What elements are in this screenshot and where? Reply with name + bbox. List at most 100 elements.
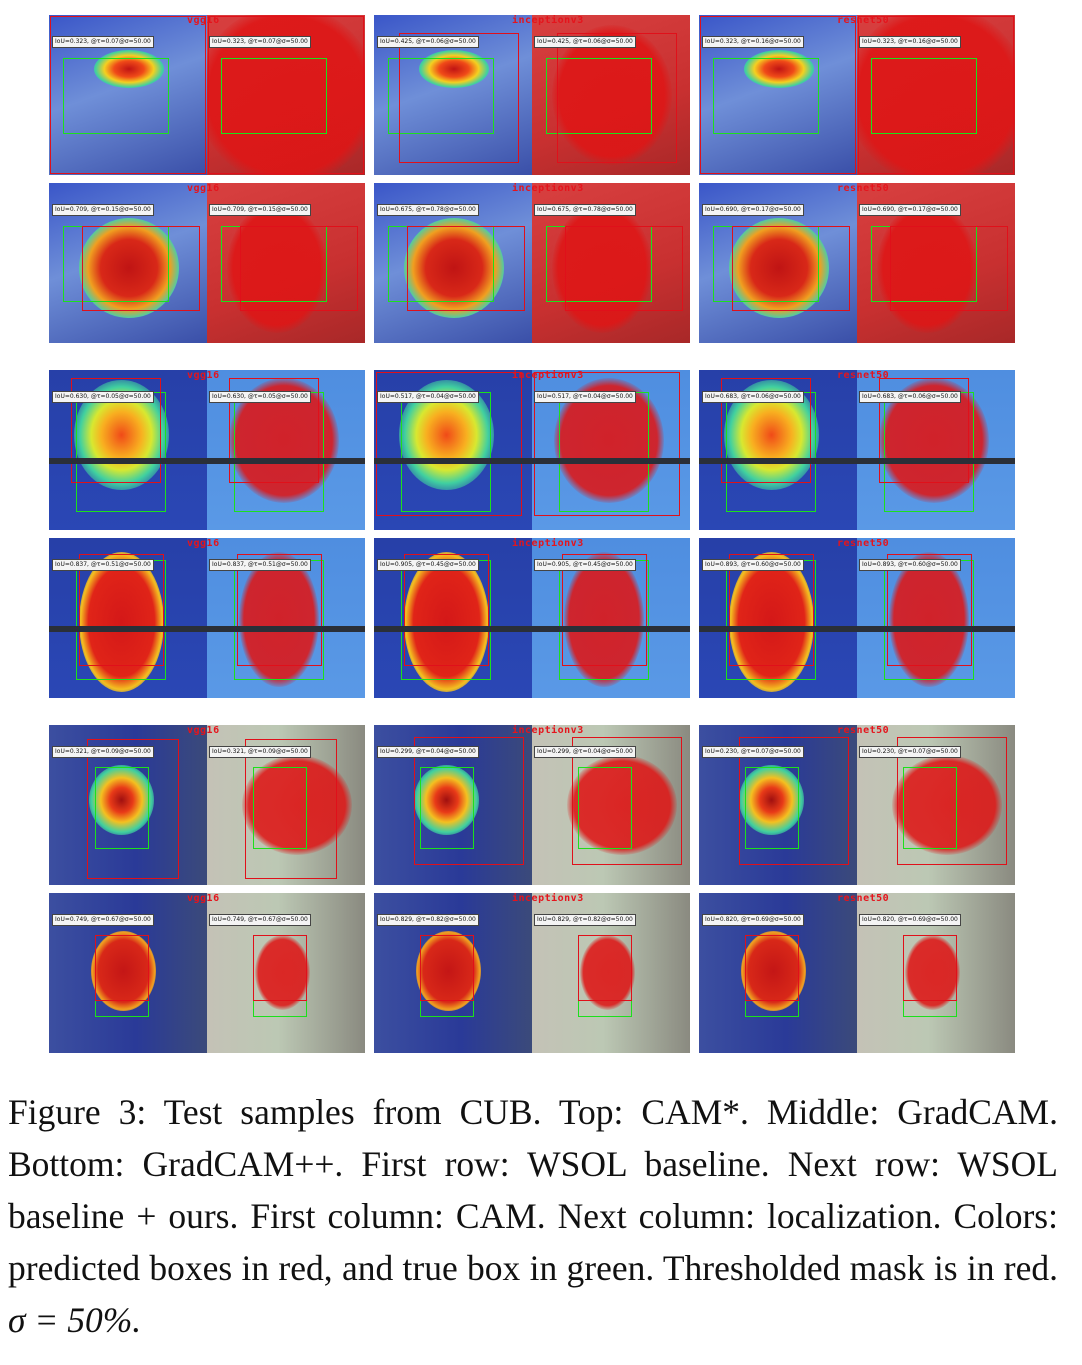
sample-panel: inceptionv3 IoU=0.905, @τ=0.45@σ=50.00 IoU… <box>374 538 690 698</box>
iou-label: IoU=0.837, @τ=0.51@σ=50.00 <box>52 559 154 571</box>
model-name-label: resnet50 <box>837 893 890 904</box>
activation-blob <box>89 765 154 835</box>
predicted-box <box>578 935 632 1001</box>
predicted-box <box>71 378 161 483</box>
activation-blob <box>404 552 489 692</box>
iou-label: IoU=0.517, @τ=0.04@σ=50.00 <box>534 391 636 403</box>
caption-text: Figure 3: Test samples from CUB. Top: CA… <box>8 1092 1058 1288</box>
predicted-box <box>557 33 677 163</box>
sample-panel: inceptionv3 IoU=0.829, @τ=0.82@σ=50.00 IoU… <box>374 893 690 1053</box>
iou-label: IoU=0.905, @τ=0.45@σ=50.00 <box>534 559 636 571</box>
perch-branch <box>699 458 1015 464</box>
activation-blob <box>79 552 164 692</box>
threshold-mask <box>552 203 652 333</box>
predicted-box <box>414 737 524 865</box>
activation-blob <box>416 931 481 1011</box>
threshold-mask <box>580 935 635 1010</box>
predicted-box <box>745 935 799 1001</box>
activation-blob <box>729 552 814 692</box>
true-box <box>95 767 149 849</box>
iou-label: IoU=0.675, @τ=0.78@σ=50.00 <box>534 204 636 216</box>
predicted-box <box>95 935 149 1001</box>
iou-label: IoU=0.299, @τ=0.04@σ=50.00 <box>377 746 479 758</box>
threshold-mask <box>905 935 960 1010</box>
model-name-label: resnet50 <box>837 370 890 381</box>
model-name-label: resnet50 <box>837 538 890 549</box>
threshold-mask <box>564 552 644 687</box>
iou-label: IoU=0.683, @τ=0.06@σ=50.00 <box>859 391 961 403</box>
predicted-box <box>229 378 319 483</box>
predicted-box <box>858 16 1014 174</box>
predicted-box <box>253 935 307 1001</box>
predicted-box <box>903 935 957 1001</box>
activation-blob <box>739 765 804 835</box>
predicted-box <box>87 739 179 879</box>
perch-branch <box>49 626 365 632</box>
model-name-label: inceptionv3 <box>512 725 584 736</box>
iou-label: IoU=0.230, @τ=0.07@σ=50.00 <box>859 746 961 758</box>
perch-branch <box>374 458 690 464</box>
iou-label: IoU=0.299, @τ=0.04@σ=50.00 <box>534 746 636 758</box>
predicted-box <box>407 226 525 311</box>
threshold-mask <box>552 25 672 165</box>
perch-branch <box>374 626 690 632</box>
threshold-mask <box>227 203 327 333</box>
model-name-label: inceptionv3 <box>512 538 584 549</box>
cam-heatmap-image <box>374 183 532 343</box>
predicted-box <box>739 737 849 865</box>
predicted-box <box>376 372 522 516</box>
sample-panel: resnet50 IoU=0.323, @τ=0.16@σ=50.00 IoU=0.… <box>699 15 1015 175</box>
model-name-label: resnet50 <box>837 15 890 26</box>
activation-blob <box>419 50 489 88</box>
iou-label: IoU=0.321, @τ=0.09@σ=50.00 <box>209 746 311 758</box>
caption-math: σ = 50%. <box>8 1300 142 1340</box>
model-name-label: vgg16 <box>187 893 220 904</box>
threshold-mask <box>877 203 977 333</box>
model-name-label: vgg16 <box>187 183 220 194</box>
iou-label: IoU=0.630, @τ=0.05@σ=50.00 <box>52 391 154 403</box>
sample-panel: vgg16 IoU=0.630, @τ=0.05@σ=50.00 IoU=0.630… <box>49 370 365 530</box>
iou-label: IoU=0.709, @τ=0.15@σ=50.00 <box>52 204 154 216</box>
iou-label: IoU=0.837, @τ=0.51@σ=50.00 <box>209 559 311 571</box>
model-name-label: vgg16 <box>187 538 220 549</box>
sample-panel: vgg16 IoU=0.709, @τ=0.15@σ=50.00 IoU=0.709… <box>49 183 365 343</box>
model-name-label: vgg16 <box>187 725 220 736</box>
model-name-label: resnet50 <box>837 183 890 194</box>
model-name-label: inceptionv3 <box>512 370 584 381</box>
predicted-box <box>79 554 164 666</box>
predicted-box <box>50 16 206 174</box>
perch-branch <box>49 458 365 464</box>
sample-panel: resnet50 IoU=0.690, @τ=0.17@σ=50.00 IoU=0.… <box>699 183 1015 343</box>
predicted-box <box>887 554 972 666</box>
true-box <box>745 767 799 849</box>
true-box <box>713 58 819 134</box>
sample-panel: resnet50 IoU=0.820, @τ=0.69@σ=50.00 IoU=0.… <box>699 893 1015 1053</box>
predicted-box <box>897 737 1007 865</box>
predicted-box <box>404 554 489 666</box>
predicted-box <box>237 554 322 666</box>
predicted-box <box>562 554 647 666</box>
iou-label: IoU=0.230, @τ=0.07@σ=50.00 <box>702 746 804 758</box>
true-box <box>871 58 977 134</box>
activation-blob <box>91 931 156 1011</box>
activation-blob <box>94 50 164 88</box>
localization-image <box>532 370 690 530</box>
figure-grid: vgg16 IoU=0.323, @τ=0.07@σ=50.00 IoU=0.323… <box>49 15 1015 1053</box>
threshold-mask <box>892 755 1002 855</box>
predicted-box <box>565 226 683 311</box>
iou-label: IoU=0.829, @τ=0.82@σ=50.00 <box>377 914 479 926</box>
model-name-label: inceptionv3 <box>512 183 584 194</box>
true-box <box>903 767 957 849</box>
model-name-label: inceptionv3 <box>512 15 584 26</box>
iou-label: IoU=0.630, @τ=0.05@σ=50.00 <box>209 391 311 403</box>
true-box <box>63 58 169 134</box>
model-name-label: inceptionv3 <box>512 893 584 904</box>
iou-label: IoU=0.905, @τ=0.45@σ=50.00 <box>377 559 479 571</box>
iou-label: IoU=0.829, @τ=0.82@σ=50.00 <box>534 914 636 926</box>
threshold-mask <box>567 755 677 855</box>
iou-label: IoU=0.709, @τ=0.15@σ=50.00 <box>209 204 311 216</box>
iou-label: IoU=0.690, @τ=0.17@σ=50.00 <box>859 204 961 216</box>
threshold-mask <box>889 552 969 687</box>
predicted-box <box>700 16 856 174</box>
sample-panel: vgg16 IoU=0.321, @τ=0.09@σ=50.00 IoU=0.321… <box>49 725 365 885</box>
